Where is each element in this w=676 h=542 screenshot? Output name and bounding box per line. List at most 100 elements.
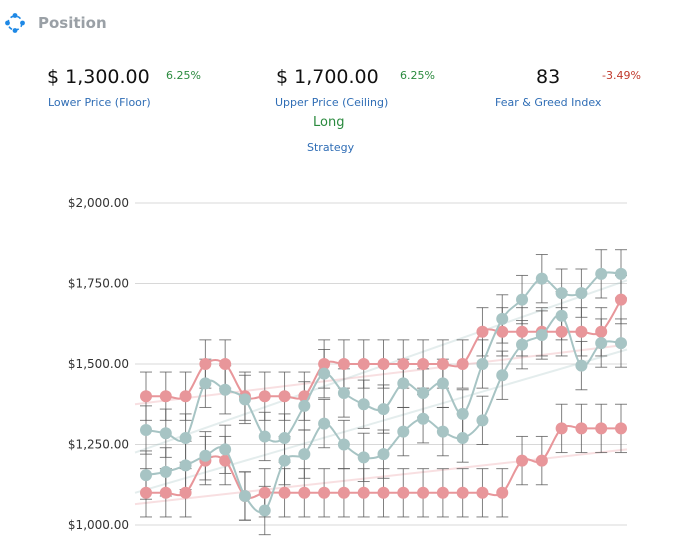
data-point — [595, 422, 608, 435]
data-point — [179, 390, 192, 403]
data-point — [337, 358, 350, 370]
data-point — [140, 390, 152, 403]
fear-greed-label: Fear & Greed Index — [495, 96, 602, 109]
data-point — [199, 358, 212, 370]
y-tick-label: $1,750.00 — [68, 277, 129, 291]
data-point — [516, 325, 529, 338]
data-point — [555, 287, 568, 300]
data-point — [219, 443, 232, 456]
data-point — [496, 369, 509, 382]
data-point — [159, 390, 172, 403]
data-point — [555, 325, 568, 338]
floor-label: Lower Price (Floor) — [48, 96, 151, 109]
data-point — [159, 486, 172, 499]
data-point — [298, 399, 311, 412]
data-point — [298, 486, 311, 499]
data-point — [278, 390, 291, 403]
data-point — [436, 358, 449, 370]
panel-title: Position — [38, 14, 107, 32]
floor-value: $ 1,300.00 — [47, 66, 150, 88]
data-point — [417, 386, 430, 399]
ceiling-stat: $ 1,700.00 6.25% Upper Price (Ceiling) — [275, 66, 435, 109]
data-point — [535, 329, 548, 342]
y-tick-label: $1,250.00 — [68, 438, 129, 452]
data-point — [238, 490, 251, 503]
y-tick-label: $1,500.00 — [68, 357, 129, 371]
data-point — [357, 486, 370, 499]
data-point — [278, 486, 291, 499]
data-point — [575, 325, 588, 338]
data-point — [278, 454, 291, 467]
data-point — [377, 403, 390, 416]
data-point — [476, 414, 489, 427]
data-point — [615, 293, 627, 306]
strategy-value: Long — [313, 115, 345, 130]
data-point — [456, 432, 469, 445]
position-icon — [5, 13, 25, 33]
data-point — [258, 430, 271, 443]
data-point — [456, 486, 469, 499]
data-point — [476, 325, 489, 338]
data-point — [615, 422, 627, 435]
data-point — [298, 448, 311, 461]
data-point — [535, 272, 548, 285]
data-point — [476, 486, 489, 499]
data-point — [436, 425, 449, 438]
data-point — [436, 486, 449, 499]
data-point — [199, 377, 212, 390]
data-point — [238, 393, 251, 406]
data-point — [417, 412, 430, 425]
data-point — [337, 386, 350, 399]
data-point — [140, 424, 152, 437]
data-point — [456, 358, 469, 370]
panel-header: Position — [4, 10, 107, 36]
fear-greed-change: -3.49% — [602, 69, 641, 82]
data-point — [496, 325, 509, 338]
data-point — [476, 358, 489, 370]
data-point — [337, 438, 350, 451]
floor-change: 6.25% — [166, 69, 201, 82]
data-point — [535, 454, 548, 467]
data-point — [140, 486, 152, 499]
floor-stat: $ 1,300.00 6.25% Lower Price (Floor) — [47, 66, 201, 109]
trendline — [134, 348, 628, 494]
data-point — [258, 504, 271, 517]
fear-greed-stat: 83 -3.49% Fear & Greed Index — [495, 66, 641, 109]
data-point — [575, 287, 588, 300]
data-point — [278, 432, 291, 445]
data-point — [555, 422, 568, 435]
ceiling-value: $ 1,700.00 — [276, 66, 379, 88]
data-point — [397, 425, 410, 438]
data-point — [397, 358, 410, 370]
data-point — [179, 486, 192, 499]
data-point — [456, 407, 469, 420]
data-point — [337, 486, 350, 499]
data-point — [615, 267, 627, 280]
strategy-label: Strategy — [307, 141, 355, 154]
data-point — [377, 358, 390, 370]
data-point — [159, 465, 172, 478]
data-point — [219, 383, 232, 396]
data-point — [140, 469, 152, 482]
data-point — [357, 398, 370, 411]
data-point — [575, 422, 588, 435]
data-point — [377, 486, 390, 499]
data-point — [575, 359, 588, 372]
data-point — [199, 449, 212, 462]
data-point — [417, 486, 430, 499]
data-point — [555, 309, 568, 322]
data-point — [436, 377, 449, 390]
data-point — [516, 454, 529, 467]
ceiling-change: 6.25% — [400, 69, 435, 82]
y-tick-label: $1,000.00 — [68, 518, 129, 532]
data-point — [258, 390, 271, 403]
data-point — [417, 358, 430, 370]
y-tick-label: $2,000.00 — [68, 196, 129, 210]
data-point — [516, 338, 529, 351]
ceiling-label: Upper Price (Ceiling) — [275, 96, 389, 109]
data-point — [318, 486, 331, 499]
data-point — [258, 486, 271, 499]
data-point — [318, 417, 331, 430]
data-point — [179, 459, 192, 472]
data-point — [496, 312, 509, 325]
